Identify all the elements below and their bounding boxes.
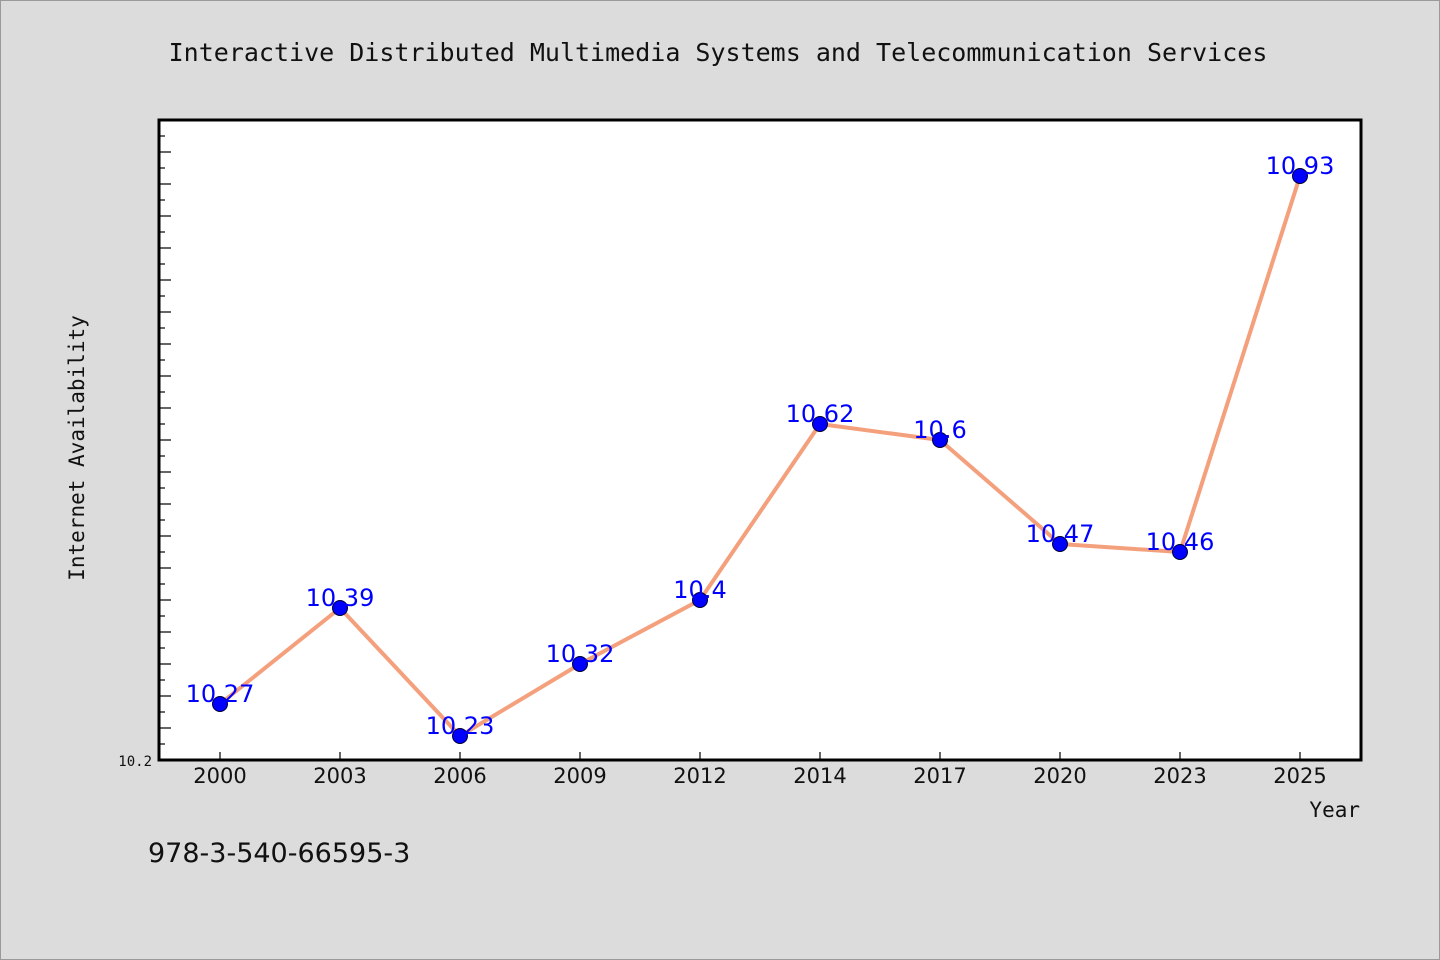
x-tick-label: 2017 xyxy=(913,764,966,788)
data-point xyxy=(452,728,468,744)
data-point xyxy=(1052,536,1068,552)
x-tick-label: 2003 xyxy=(313,764,366,788)
series-line xyxy=(218,175,1302,738)
data-point xyxy=(332,600,348,616)
x-tick-label: 2014 xyxy=(793,764,846,788)
data-label: 10.4 xyxy=(673,576,726,604)
data-label: 10.47 xyxy=(1026,520,1095,548)
markers-group xyxy=(212,168,1308,744)
data-label: 10.32 xyxy=(546,640,615,668)
x-tick-labels-group: 2000 2003 2006 2009 2012 2014 2017 2020 2023 2025 xyxy=(193,764,1326,788)
data-label: 10.93 xyxy=(1266,152,1335,180)
data-label: 10.27 xyxy=(186,680,255,708)
data-label: 10.46 xyxy=(1146,528,1215,556)
data-label: 10.6 xyxy=(913,416,966,444)
data-point xyxy=(692,592,708,608)
y-axis-ticks xyxy=(159,135,171,745)
data-point xyxy=(932,432,948,448)
y-axis-title: Internet Availability xyxy=(65,315,89,581)
x-tick-label: 2020 xyxy=(1033,764,1086,788)
series-line-group xyxy=(218,175,1302,738)
data-label: 10.39 xyxy=(306,584,375,612)
plot-area xyxy=(157,118,1363,762)
x-tick-label: 2009 xyxy=(553,764,606,788)
data-point xyxy=(812,416,828,432)
data-point xyxy=(572,656,588,672)
x-tick-label: 2023 xyxy=(1153,764,1206,788)
x-axis-ticks xyxy=(219,752,1301,760)
data-point xyxy=(1292,168,1308,184)
data-label: 10.23 xyxy=(426,712,495,740)
data-point xyxy=(1172,544,1188,560)
data-point xyxy=(212,696,228,712)
x-axis-title: Year xyxy=(1309,798,1360,822)
x-tick-label: 2006 xyxy=(433,764,486,788)
x-tick-label: 2012 xyxy=(673,764,726,788)
data-labels-group: 10.27 10.39 10.23 10.32 10.4 10.62 10.6 10.47 10… xyxy=(186,152,1335,740)
y-tick-label: 10.2 xyxy=(118,754,152,770)
data-label: 10.62 xyxy=(786,400,855,428)
isbn-text: 978-3-540-66595-3 xyxy=(148,838,410,869)
x-tick-label: 2000 xyxy=(193,764,246,788)
chart-title: Interactive Distributed Multimedia Syste… xyxy=(169,38,1268,67)
x-tick-label: 2025 xyxy=(1273,764,1326,788)
